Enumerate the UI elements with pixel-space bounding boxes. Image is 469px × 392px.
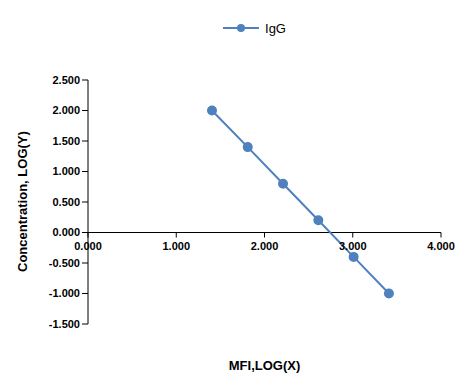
svg-text:1.000: 1.000: [162, 240, 190, 252]
svg-text:MFI,LOG(X): MFI,LOG(X): [229, 358, 301, 373]
svg-text:1.500: 1.500: [52, 135, 80, 147]
svg-text:0.000: 0.000: [74, 240, 102, 252]
svg-text:0.500: 0.500: [52, 196, 80, 208]
svg-text:4.000: 4.000: [427, 240, 455, 252]
html-text:IgG: IgG: [265, 20, 286, 36]
svg-text:3.000: 3.000: [339, 240, 367, 252]
svg-text:-1.000: -1.000: [49, 287, 80, 299]
svg-text:-1.500: -1.500: [49, 318, 80, 330]
svg-text:-0.500: -0.500: [49, 257, 80, 269]
svg-text:2.000: 2.000: [251, 240, 279, 252]
svg-text:1.000: 1.000: [52, 165, 80, 177]
svg-text:2.500: 2.500: [52, 74, 80, 86]
svg-text:Concentration, LOG(Y): Concentration, LOG(Y): [15, 131, 30, 272]
svg-text:2.000: 2.000: [52, 104, 80, 116]
svg-text:0.000: 0.000: [52, 226, 80, 238]
